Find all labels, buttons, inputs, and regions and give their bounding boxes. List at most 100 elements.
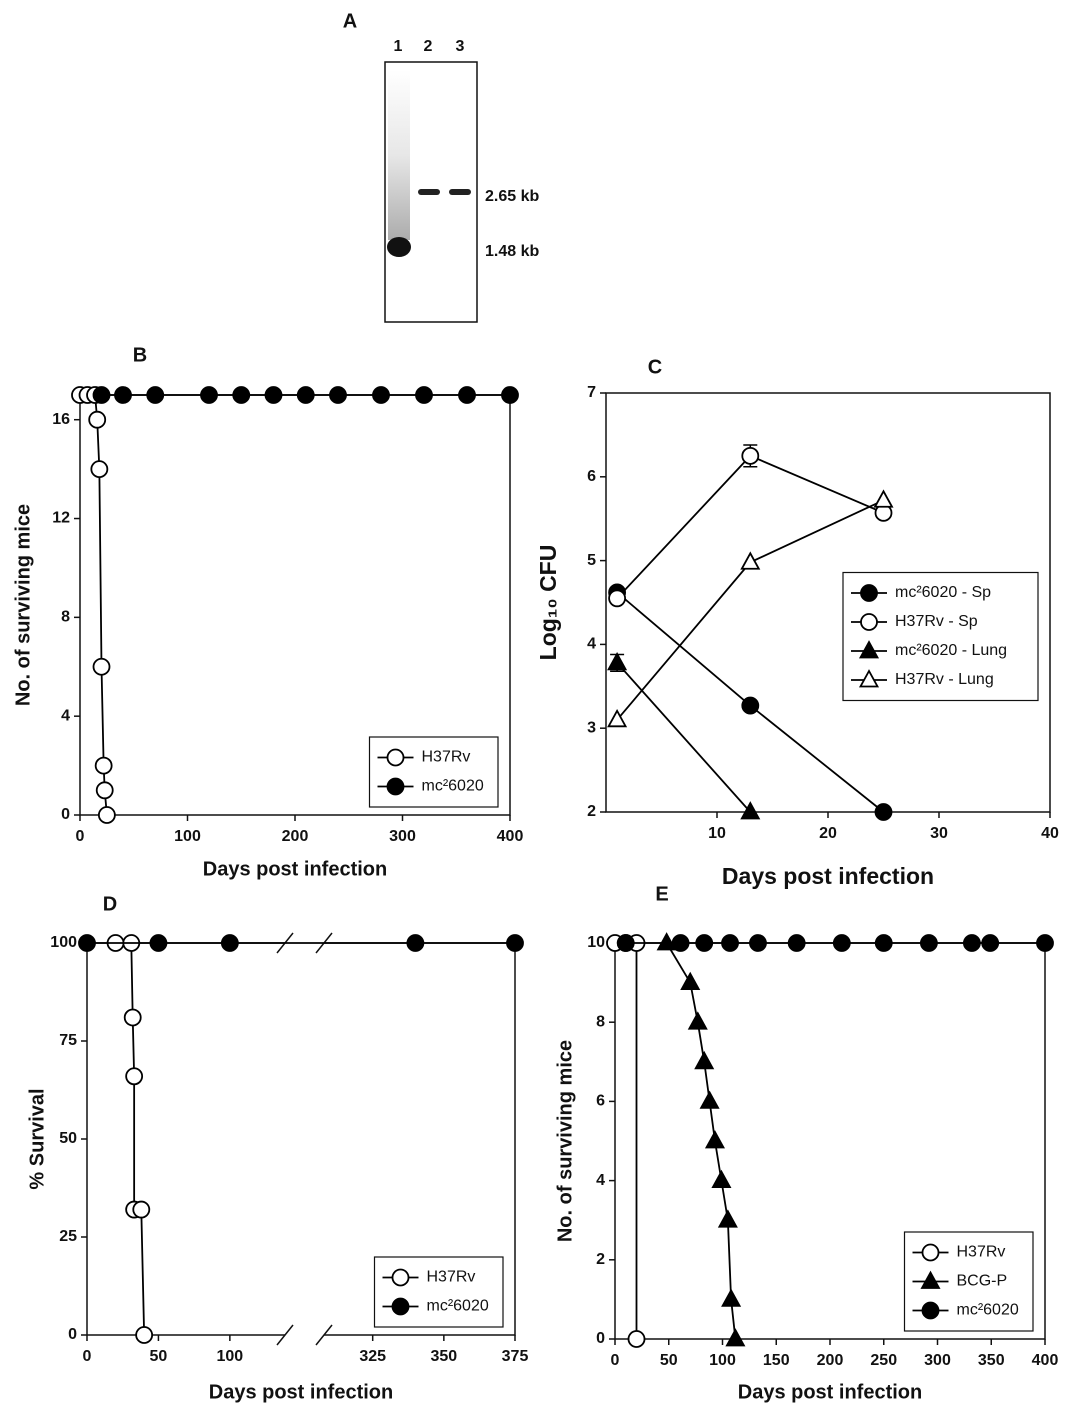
marker <box>696 935 712 951</box>
y-tick-label: 6 <box>596 1093 605 1110</box>
y-axis-label: Log₁₀ CFU <box>535 545 561 661</box>
x-tick-label: 350 <box>430 1348 457 1365</box>
marker <box>99 807 115 823</box>
marker <box>266 387 282 403</box>
marker <box>876 804 892 820</box>
legend-label: H37Rv - Lung <box>895 671 994 688</box>
marker <box>982 935 998 951</box>
x-tick-label: 200 <box>817 1352 844 1369</box>
marker <box>507 935 523 951</box>
y-tick-label: 10 <box>587 934 605 951</box>
y-tick-label: 25 <box>59 1228 77 1245</box>
y-axis-label: No. of surviving mice <box>12 504 34 706</box>
legend-marker <box>393 1270 409 1286</box>
y-tick-label: 16 <box>52 411 70 428</box>
marker <box>719 1211 736 1227</box>
marker <box>201 387 217 403</box>
y-tick-label: 3 <box>587 719 596 736</box>
x-axis-label: Days post infection <box>203 858 387 880</box>
marker <box>416 387 432 403</box>
marker <box>673 935 689 951</box>
panel-label: E <box>655 883 668 905</box>
legend-label: H37Rv <box>427 1269 476 1286</box>
y-tick-label: 6 <box>587 468 596 485</box>
x-axis-label: Days post infection <box>209 1381 393 1403</box>
lane-smear <box>388 70 410 240</box>
y-tick-label: 4 <box>596 1172 605 1189</box>
y-tick-label: 4 <box>61 707 70 724</box>
marker <box>713 1172 730 1188</box>
legend-box <box>370 737 499 807</box>
x-tick-label: 0 <box>611 1352 620 1369</box>
legend-marker <box>388 750 404 766</box>
legend-label: mc²6020 - Lung <box>895 642 1007 659</box>
series-line <box>116 943 145 1335</box>
x-tick-label: 0 <box>76 828 85 845</box>
figure: A 1 2 3 2.65 kb 1.48 kb 0100200300400048… <box>0 0 1065 1408</box>
marker <box>126 1068 142 1084</box>
legend-marker <box>861 614 877 630</box>
marker <box>789 935 805 951</box>
marker <box>1037 935 1053 951</box>
marker <box>91 461 107 477</box>
marker <box>609 654 626 670</box>
x-tick-label: 300 <box>924 1352 951 1369</box>
marker <box>459 387 475 403</box>
marker <box>330 387 346 403</box>
y-tick-label: 0 <box>596 1330 605 1347</box>
panel-label: D <box>103 893 117 915</box>
x-tick-label: 0 <box>83 1348 92 1365</box>
x-tick-label: 100 <box>174 828 201 845</box>
x-tick-label: 400 <box>497 828 524 845</box>
x-tick-label: 250 <box>870 1352 897 1369</box>
marker <box>222 935 238 951</box>
x-tick-label: 325 <box>359 1348 386 1365</box>
marker <box>696 1053 713 1069</box>
marker <box>125 1009 141 1025</box>
size-marker: 2.65 kb <box>485 188 539 205</box>
x-tick-label: 100 <box>709 1352 736 1369</box>
panel-label: C <box>648 356 662 378</box>
legend-label: mc²6020 <box>422 778 484 795</box>
x-tick-label: 100 <box>217 1348 244 1365</box>
marker <box>94 387 110 403</box>
lane-label: 1 <box>394 38 403 55</box>
y-axis-label: % Survival <box>26 1088 48 1189</box>
panel-label: B <box>133 344 147 366</box>
marker <box>701 1092 718 1108</box>
legend-label: H37Rv <box>422 749 471 766</box>
marker <box>875 491 892 507</box>
marker <box>94 659 110 675</box>
marker <box>921 935 937 951</box>
legend-label: mc²6020 <box>427 1298 489 1315</box>
marker <box>147 387 163 403</box>
y-tick-label: 0 <box>68 1326 77 1343</box>
marker <box>834 935 850 951</box>
marker <box>407 935 423 951</box>
marker <box>876 935 892 951</box>
marker <box>136 1327 152 1343</box>
x-tick-label: 50 <box>660 1352 678 1369</box>
marker <box>689 1013 706 1028</box>
x-tick-label: 50 <box>150 1348 168 1365</box>
x-tick-label: 350 <box>978 1352 1005 1369</box>
y-tick-label: 8 <box>61 609 70 626</box>
band <box>387 237 411 257</box>
marker <box>233 387 249 403</box>
marker <box>618 935 634 951</box>
series-line <box>615 943 637 1339</box>
marker <box>79 935 95 951</box>
marker <box>706 1132 723 1148</box>
x-tick-label: 40 <box>1041 825 1059 842</box>
marker <box>723 1290 740 1306</box>
marker <box>742 553 759 569</box>
series-line <box>667 943 736 1339</box>
legend-label: mc²6020 <box>957 1302 1019 1319</box>
legend-marker <box>393 1299 409 1315</box>
marker <box>97 782 113 798</box>
x-tick-label: 300 <box>389 828 416 845</box>
marker <box>682 974 699 990</box>
series-line <box>617 663 750 812</box>
marker <box>964 935 980 951</box>
marker <box>502 387 518 403</box>
